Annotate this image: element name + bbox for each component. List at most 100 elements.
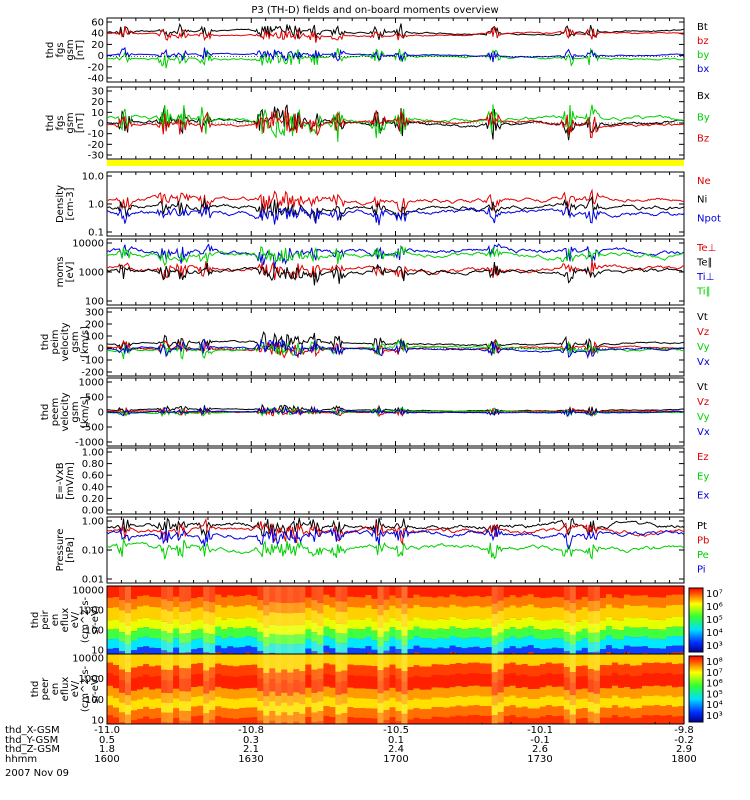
spectrogram-cell [383, 654, 391, 668]
spectrogram-cell [113, 648, 120, 654]
spectrogram-cell [269, 643, 276, 653]
spectrogram-cell [563, 632, 571, 642]
ytick-label: -10 [88, 129, 104, 140]
spectrogram-cell [455, 606, 463, 619]
spectrogram-cell [107, 586, 114, 598]
spectrogram-cell [389, 617, 397, 628]
xaxis-value: -11.0 [94, 725, 120, 736]
spectrogram-cell [347, 606, 354, 620]
spectrogram-cell [221, 707, 228, 718]
spectrogram-cell [611, 705, 619, 716]
spectrogram-cell [125, 705, 132, 715]
spectrogram-cell [281, 654, 288, 724]
spectrogram-cell [335, 601, 342, 612]
xaxis-row-label: thd_X-GSM [5, 725, 60, 736]
spectrogram-cell [269, 701, 276, 712]
spectrogram-cell [407, 608, 415, 621]
spectrogram-cell [383, 690, 391, 701]
spectrogram-cell [197, 696, 204, 706]
spectrogram-cell [569, 705, 577, 715]
spectrogram-cell [335, 586, 342, 602]
spectrogram-cell [323, 696, 330, 707]
spectrogram-cell [455, 673, 463, 687]
spectrogram-cell [383, 667, 391, 678]
spectrogram-cell [563, 690, 571, 700]
spectrogram-cell [107, 620, 114, 630]
spectrogram-cell [617, 654, 625, 665]
spectrogram-cell [239, 606, 246, 619]
spectrogram-cell [539, 716, 547, 724]
spectrogram-cell [443, 675, 451, 689]
spectrogram-cell [161, 650, 168, 654]
spectrogram-cell [629, 708, 637, 719]
spectrogram-cell [293, 644, 300, 654]
spectrogram-cell [329, 717, 336, 724]
spectrogram-cell [395, 586, 403, 598]
spectrogram-cell [515, 638, 523, 649]
spectrogram-cell [365, 586, 372, 595]
spectrogram-cell [401, 713, 409, 724]
spectrogram-cell [347, 675, 354, 688]
spectrogram-cell [605, 645, 613, 652]
spectrogram-cell [119, 702, 126, 713]
spectrogram-cell [581, 628, 589, 639]
spectrogram-cell [167, 670, 174, 681]
spectrogram-cell [443, 665, 451, 676]
spectrogram-cell [371, 649, 379, 654]
spectrogram-cell [461, 674, 469, 687]
ylabel-line: peim [50, 329, 61, 354]
spectrogram-cell [485, 663, 493, 674]
spectrogram-cell [119, 722, 126, 724]
spectrogram-cell [311, 632, 318, 642]
spectrogram-cell [239, 647, 246, 654]
spectrogram-cell [179, 643, 186, 653]
spectrogram-cell [605, 717, 613, 724]
ytick-label: -200 [81, 368, 104, 379]
spectrogram-cell [209, 634, 216, 644]
spectrogram-cell [245, 626, 252, 637]
spectrogram-cell [635, 675, 643, 689]
spectrogram-cell [149, 699, 156, 710]
ytick-label: 0.40 [82, 482, 104, 493]
spectrogram-cell [359, 586, 366, 598]
spectrogram-cell [143, 716, 150, 724]
spectrogram-cell [401, 645, 409, 654]
spectrogram-cell [539, 674, 547, 688]
spectrogram-cell [545, 715, 553, 722]
spectrogram-cell [323, 617, 330, 627]
spectrogram-cell [521, 627, 529, 638]
spectrogram-cell [281, 692, 288, 703]
spectrogram-cell [239, 688, 246, 699]
spectrogram-cell [431, 674, 439, 688]
spectrogram-cell [509, 673, 517, 686]
spectrogram-cell [299, 586, 306, 654]
spectrogram-cell [623, 687, 631, 697]
spectrogram-cell [299, 602, 306, 613]
spectrogram-cell [587, 692, 595, 702]
spectrogram-cell [173, 676, 180, 689]
spectrogram-cell [395, 639, 403, 649]
series-line-te∥ [106, 262, 685, 286]
colorbar-label: 10³ [706, 641, 723, 652]
spectrogram-cell [281, 586, 288, 654]
spectrogram-cell [191, 696, 198, 707]
spectrogram-cell [419, 619, 427, 629]
spectrogram-cell [125, 644, 132, 654]
spectrogram-cell [479, 619, 487, 630]
spectrogram-cell [545, 685, 553, 696]
spectrogram-cell [569, 714, 577, 724]
spectrogram-cell [491, 645, 499, 654]
spectrogram-cell [329, 607, 336, 620]
spectrogram-cell [209, 654, 216, 724]
panel-frame [106, 653, 685, 725]
spectrogram-cell [461, 629, 469, 639]
spectrogram-cell [666, 685, 673, 696]
spectrogram-cell [143, 646, 150, 654]
spectrogram-cell [359, 597, 366, 608]
spectrogram-cell [149, 607, 156, 620]
spectrogram-cell [353, 638, 360, 648]
spectrogram-cell [635, 646, 643, 654]
spectrogram-cell [263, 715, 270, 724]
legend-vx: Vx [697, 357, 710, 368]
spectrogram-cell [497, 642, 505, 652]
